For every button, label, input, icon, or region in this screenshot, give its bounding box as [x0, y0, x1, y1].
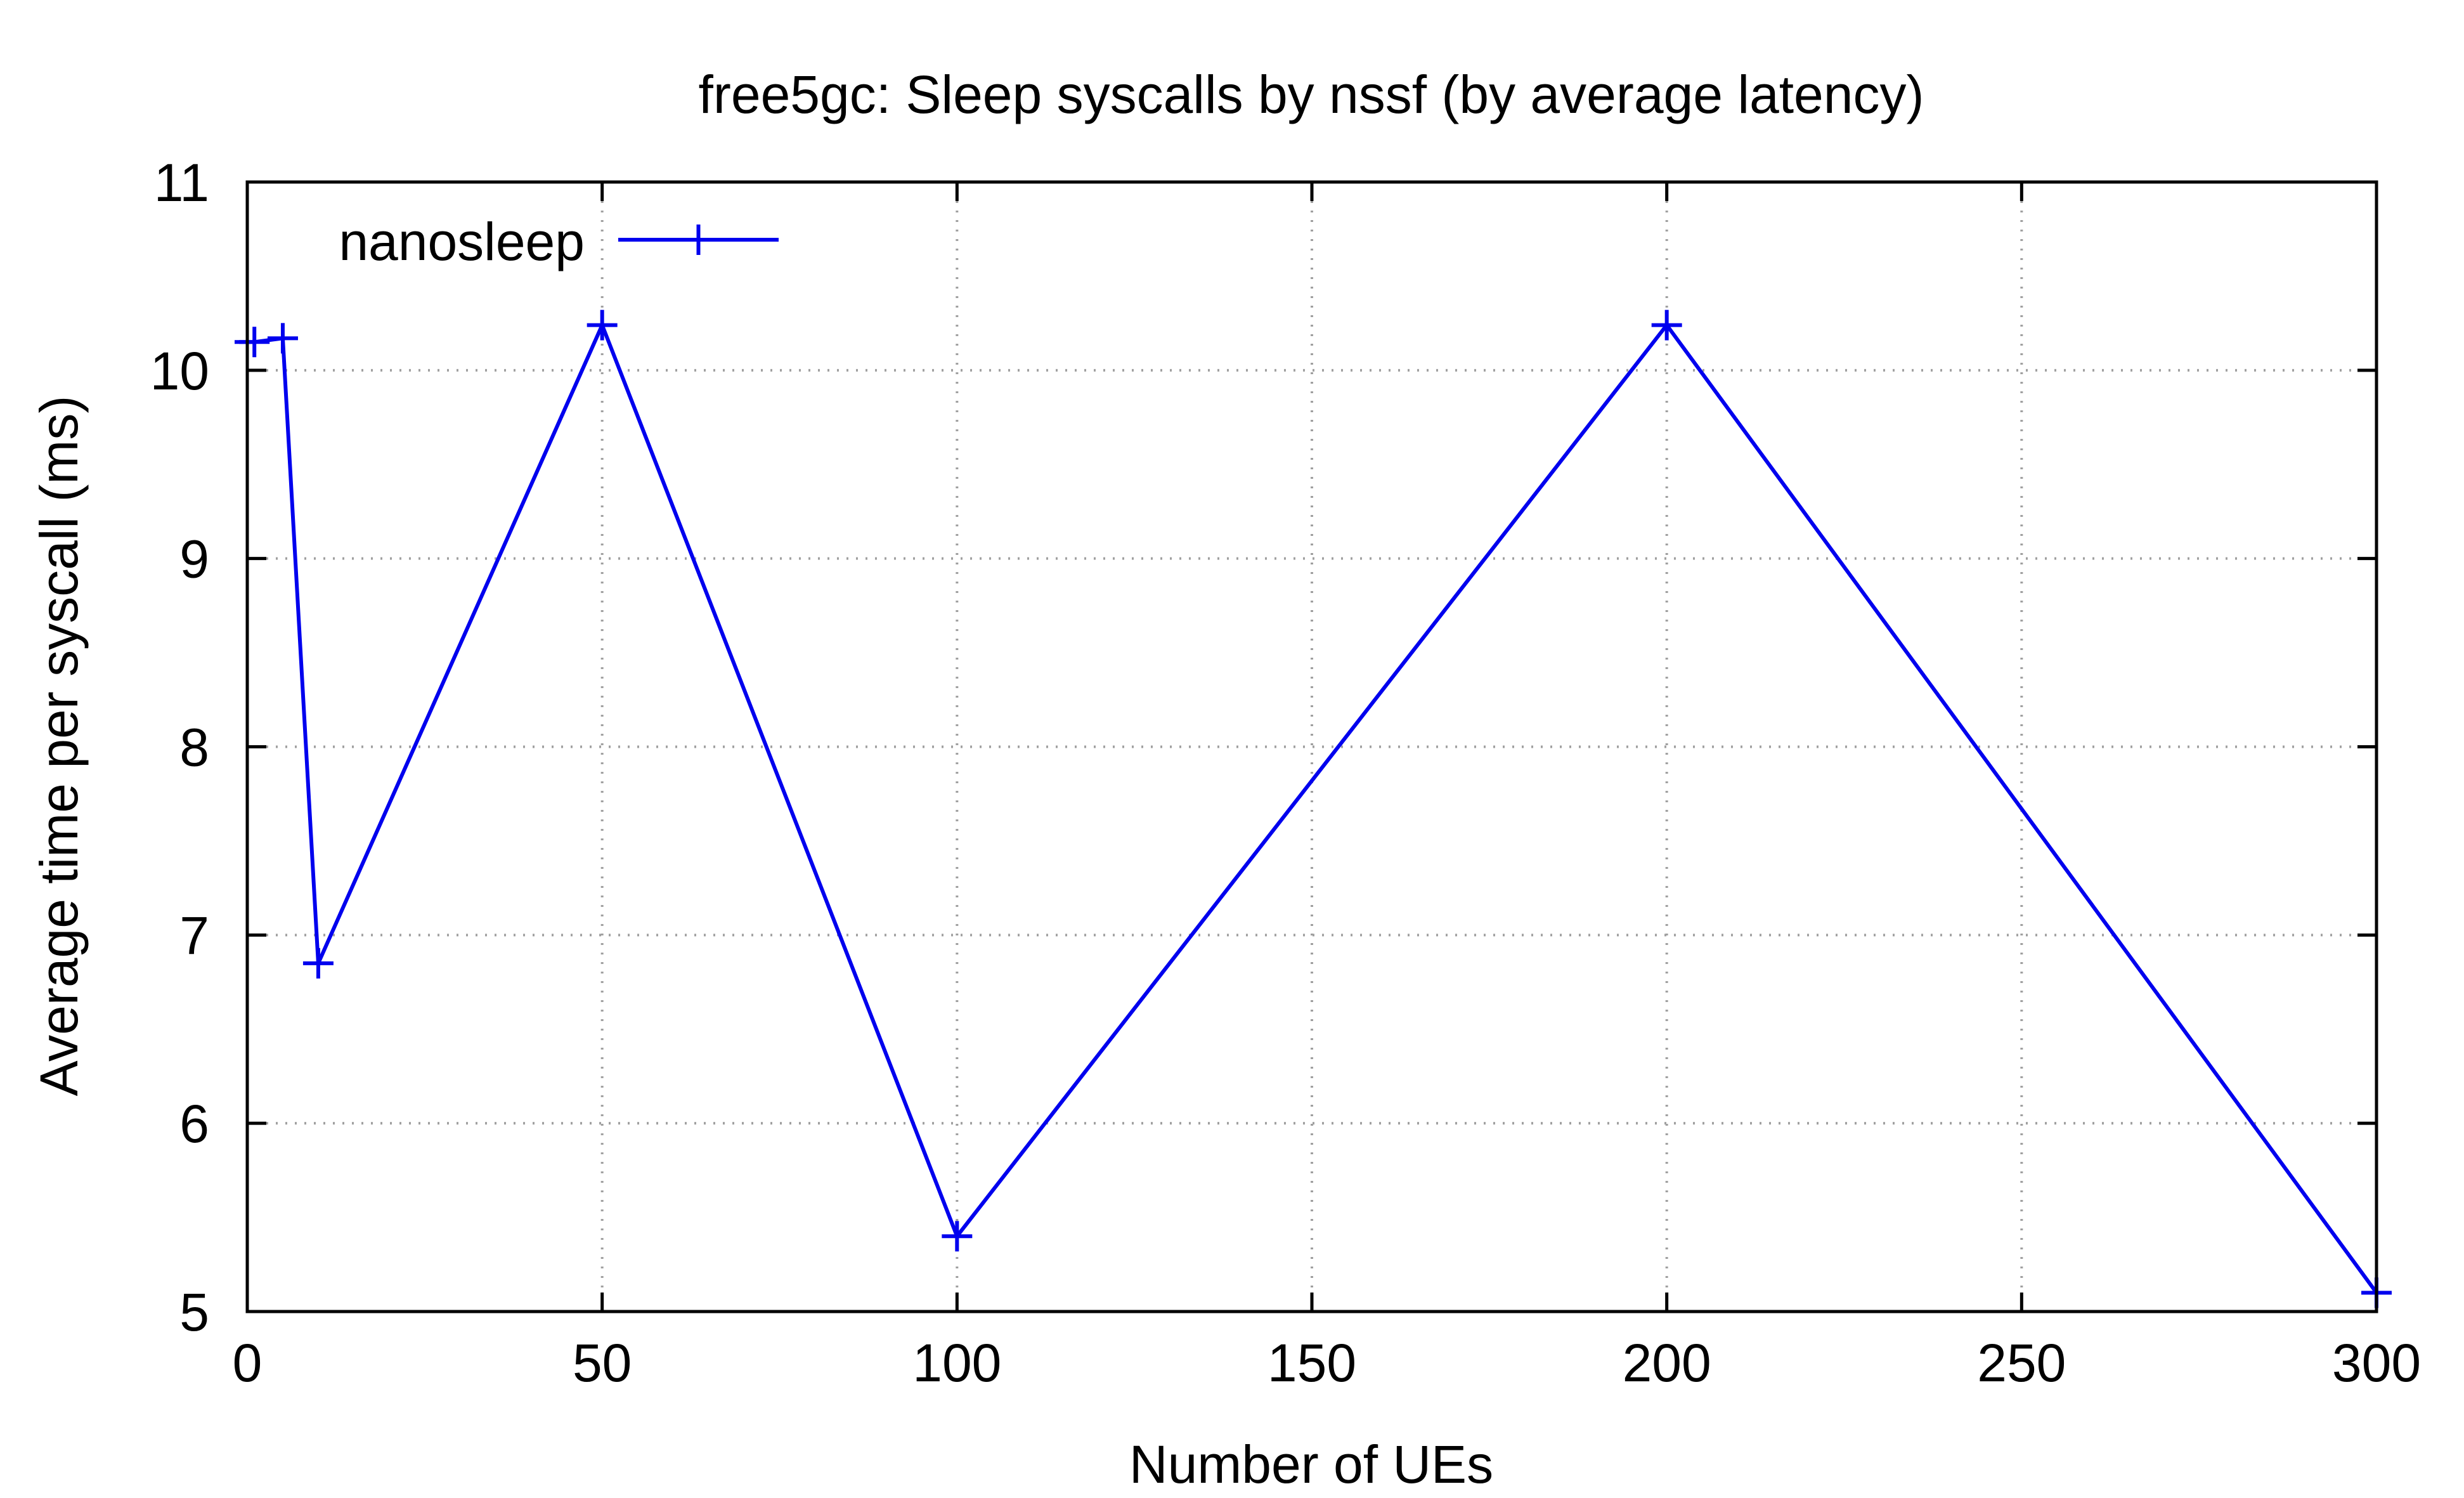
data-point-marker	[302, 948, 334, 979]
y-tick-label: 10	[150, 341, 209, 401]
ticks: 0 50 100 150 200 250 300 5 6 7 8 9 10 11	[150, 153, 2422, 1393]
y-tick-label: 11	[154, 153, 209, 212]
y-tick-label: 7	[179, 906, 209, 965]
legend: nanosleep	[339, 212, 779, 271]
data-point-marker	[267, 323, 298, 354]
x-tick-label: 300	[2332, 1333, 2421, 1393]
x-axis-label: Number of UEs	[1129, 1435, 1493, 1494]
x-tick-label: 100	[912, 1333, 1001, 1393]
data-point-marker	[587, 309, 618, 341]
legend-marker-plus	[683, 225, 714, 255]
chart-title: free5gc: Sleep syscalls by nssf (by aver…	[699, 65, 1924, 124]
y-axis-label: Average time per syscall (ms)	[29, 396, 89, 1097]
x-tick-label: 200	[1623, 1333, 1711, 1393]
legend-label: nanosleep	[339, 212, 585, 271]
y-tick-label: 6	[179, 1094, 209, 1154]
y-tick-label: 9	[179, 530, 209, 589]
data-point-marker	[942, 1221, 973, 1252]
x-tick-label: 150	[1268, 1333, 1356, 1393]
x-tick-label: 0	[233, 1333, 263, 1393]
y-tick-label: 5	[179, 1282, 209, 1342]
data-point-marker	[239, 327, 270, 358]
x-tick-label: 250	[1977, 1333, 2066, 1393]
x-tick-label: 50	[573, 1333, 632, 1393]
y-tick-label: 8	[179, 718, 209, 778]
data-point-marker	[1651, 309, 1682, 341]
